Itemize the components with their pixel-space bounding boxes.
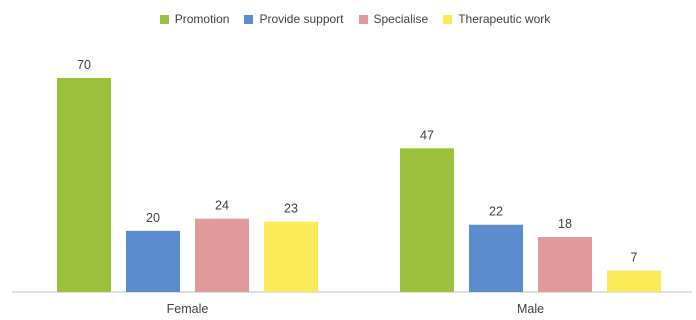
category-label: Female: [167, 302, 209, 316]
legend-label: Provide support: [259, 12, 344, 26]
legend-item: Promotion: [159, 12, 230, 26]
bar: [469, 224, 523, 292]
bar: [538, 236, 592, 292]
legend-swatch: [244, 14, 254, 24]
bar: [264, 221, 318, 292]
category-label: Male: [517, 302, 544, 316]
bar: [195, 218, 249, 292]
data-label: 70: [77, 58, 91, 72]
legend: Promotion Provide support Specialise Therap…: [0, 9, 696, 29]
data-label: 24: [215, 199, 229, 213]
legend-label: Therapeutic work: [458, 12, 551, 26]
bar: [607, 270, 661, 292]
data-label: 20: [146, 211, 160, 225]
legend-swatch: [358, 14, 368, 24]
legend-swatch: [443, 14, 453, 24]
data-label: 7: [631, 251, 638, 265]
legend-item: Provide support: [244, 12, 344, 26]
bar: [57, 78, 111, 292]
bar: [400, 148, 454, 292]
data-label: 47: [420, 128, 434, 142]
data-label: 22: [489, 205, 503, 219]
legend-label: Promotion: [174, 12, 230, 26]
data-label: 23: [284, 202, 298, 216]
data-label: 18: [558, 217, 572, 231]
legend-swatch: [159, 14, 169, 24]
legend-item: Therapeutic work: [443, 12, 550, 26]
bar: [126, 230, 180, 292]
legend-item: Specialise: [358, 12, 429, 26]
legend-label: Specialise: [373, 12, 429, 26]
